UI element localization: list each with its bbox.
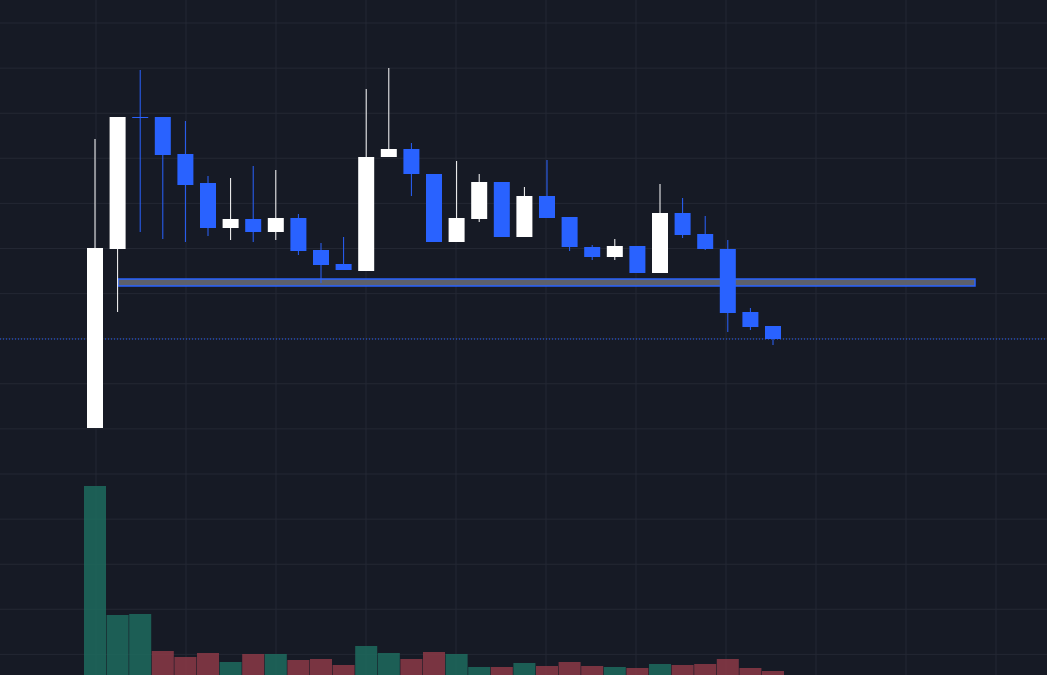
volume-bar	[332, 665, 355, 675]
volume-bar	[468, 667, 491, 675]
candle-body	[493, 182, 510, 237]
candle-body	[584, 247, 601, 257]
candle-body	[674, 213, 691, 235]
candle-body	[177, 154, 194, 185]
candle-body	[629, 246, 646, 273]
candle-body	[719, 249, 736, 313]
candle-body	[154, 117, 171, 155]
volume-bar	[490, 667, 513, 675]
candle-body	[471, 182, 488, 219]
volume-bar	[84, 486, 106, 675]
volume-bar	[242, 654, 265, 675]
volume-bar	[264, 654, 287, 675]
volume-bar	[310, 659, 332, 675]
volume-bar	[151, 651, 174, 675]
volume-bar	[445, 654, 468, 675]
volume-bar	[423, 652, 445, 675]
volume-bar	[716, 659, 739, 675]
volume-bar	[355, 646, 378, 675]
volume-bar	[739, 668, 762, 675]
candle-body	[606, 246, 623, 257]
volume-bar	[762, 671, 784, 675]
candle-body	[358, 157, 375, 271]
candle-body	[742, 312, 759, 327]
volume-bar	[671, 665, 694, 675]
candle-body	[200, 183, 216, 228]
candle-body	[561, 217, 578, 247]
volume-bar	[536, 666, 558, 675]
volume-bar	[649, 664, 671, 675]
volume-bar	[129, 614, 152, 675]
volume-bar	[626, 668, 649, 675]
candle-body	[335, 264, 352, 270]
level-zone	[117, 278, 976, 287]
candle-body	[539, 196, 555, 218]
volume-bar	[377, 653, 400, 675]
volume-bar	[197, 653, 219, 675]
candle-body	[290, 218, 307, 251]
candle-body	[109, 117, 126, 249]
volume-bar	[287, 660, 310, 675]
volume-bar	[581, 666, 604, 675]
volume-bar	[106, 615, 129, 675]
volume-bar	[219, 662, 242, 675]
candle-body	[87, 248, 103, 428]
candle-body	[516, 196, 533, 237]
candle-body	[222, 219, 239, 228]
volume-bar	[558, 662, 581, 675]
volume-bar	[513, 663, 536, 675]
candle-body	[765, 326, 781, 339]
candle-body	[448, 218, 465, 242]
candle-body	[403, 149, 420, 174]
candle-body	[313, 250, 329, 265]
volume-bar	[694, 664, 717, 675]
volume-bar	[603, 667, 626, 675]
candle-body	[267, 218, 284, 232]
candle-body	[426, 174, 442, 242]
volume-bar	[174, 657, 197, 675]
candle-body	[132, 117, 149, 118]
candle-body	[245, 219, 262, 232]
candle-body	[652, 213, 668, 273]
candle-body	[697, 234, 714, 249]
volume-bar	[400, 659, 423, 675]
candle-body	[380, 149, 397, 157]
